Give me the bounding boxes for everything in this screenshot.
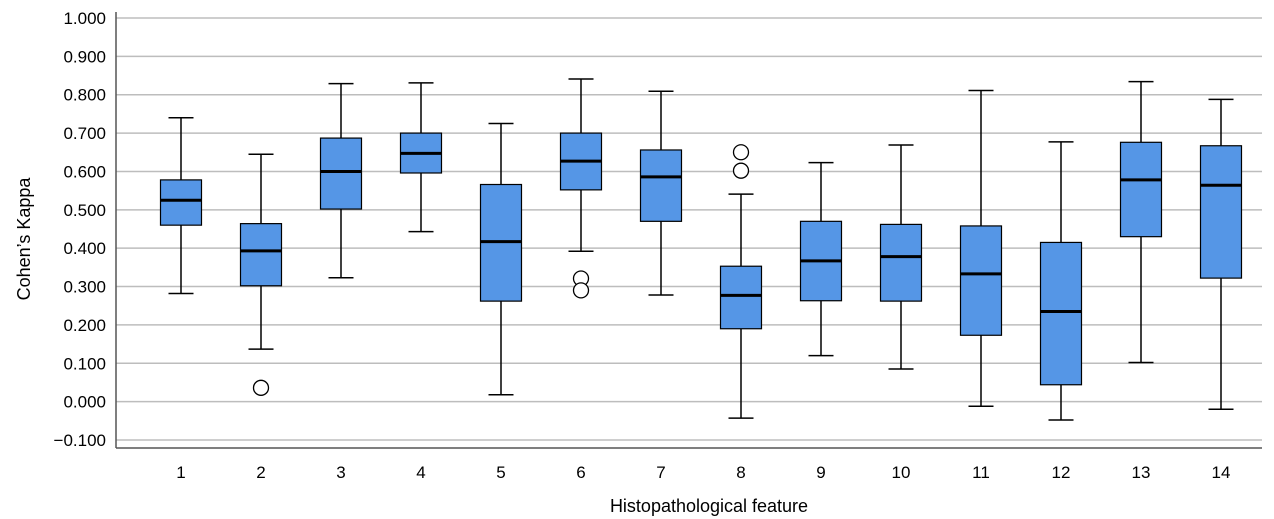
y-tick-label: 0.800 bbox=[63, 86, 106, 105]
y-tick-label: 0.300 bbox=[63, 278, 106, 297]
x-axis-ticks: 1 2 3 4 5 6 7 8 9 10 11 12 13 14 bbox=[176, 463, 1230, 482]
iqr-box bbox=[1199, 145, 1243, 279]
x-tick-label: 1 bbox=[176, 463, 185, 482]
x-tick-label: 7 bbox=[656, 463, 665, 482]
y-axis-ticks: −0.100 0.000 0.100 0.200 0.300 0.400 0.500 0.60… bbox=[54, 9, 106, 450]
x-axis-label: Histopathological feature bbox=[610, 496, 808, 516]
x-tick-label: 11 bbox=[972, 463, 990, 482]
y-tick-label: 0.500 bbox=[63, 201, 106, 220]
box-group-13 bbox=[1119, 80, 1163, 364]
y-tick-label: 0.900 bbox=[63, 47, 106, 66]
boxes bbox=[159, 78, 1243, 421]
outlier-point bbox=[732, 162, 750, 179]
x-tick-label: 6 bbox=[576, 463, 585, 482]
iqr-box bbox=[319, 137, 363, 210]
box-group-2 bbox=[239, 153, 283, 396]
y-tick-label: 1.000 bbox=[63, 9, 106, 28]
x-tick-label: 9 bbox=[816, 463, 825, 482]
y-tick-label: 0.100 bbox=[63, 354, 106, 373]
iqr-box bbox=[639, 149, 683, 222]
x-tick-label: 14 bbox=[1212, 463, 1231, 482]
box-group-7 bbox=[639, 90, 683, 296]
outlier-point bbox=[252, 379, 270, 396]
iqr-box bbox=[1119, 141, 1163, 238]
iqr-box bbox=[239, 223, 283, 287]
x-tick-label: 4 bbox=[416, 463, 425, 482]
y-axis-label: Cohen’s Kappa bbox=[14, 177, 34, 301]
iqr-box bbox=[959, 225, 1003, 336]
iqr-box bbox=[879, 223, 923, 302]
box-group-6 bbox=[559, 78, 603, 299]
x-tick-label: 5 bbox=[496, 463, 505, 482]
x-tick-label: 2 bbox=[256, 463, 265, 482]
x-tick-label: 10 bbox=[892, 463, 911, 482]
box-group-1 bbox=[159, 116, 203, 295]
iqr-box bbox=[159, 179, 203, 226]
box-group-3 bbox=[319, 82, 363, 279]
outlier-point bbox=[732, 144, 750, 161]
x-tick-label: 8 bbox=[736, 463, 745, 482]
y-tick-label: 0.000 bbox=[63, 393, 106, 412]
grid-lines bbox=[116, 17, 1262, 441]
box-group-11 bbox=[959, 89, 1003, 407]
y-tick-label: 0.700 bbox=[63, 124, 106, 143]
iqr-box bbox=[1039, 241, 1083, 386]
y-tick-label: 0.400 bbox=[63, 239, 106, 258]
box-group-12 bbox=[1039, 141, 1083, 421]
box-group-8 bbox=[719, 144, 763, 419]
iqr-box bbox=[719, 265, 763, 330]
box-group-14 bbox=[1199, 98, 1243, 411]
y-tick-label: −0.100 bbox=[54, 431, 106, 450]
box-group-5 bbox=[479, 122, 523, 396]
box-group-10 bbox=[879, 144, 923, 370]
x-tick-label: 12 bbox=[1052, 463, 1071, 482]
box-group-4 bbox=[399, 82, 443, 233]
outlier-point bbox=[572, 282, 590, 299]
y-tick-label: 0.200 bbox=[63, 316, 106, 335]
x-tick-label: 13 bbox=[1132, 463, 1151, 482]
box-group-9 bbox=[799, 161, 843, 357]
y-tick-label: 0.600 bbox=[63, 162, 106, 181]
x-tick-label: 3 bbox=[336, 463, 345, 482]
